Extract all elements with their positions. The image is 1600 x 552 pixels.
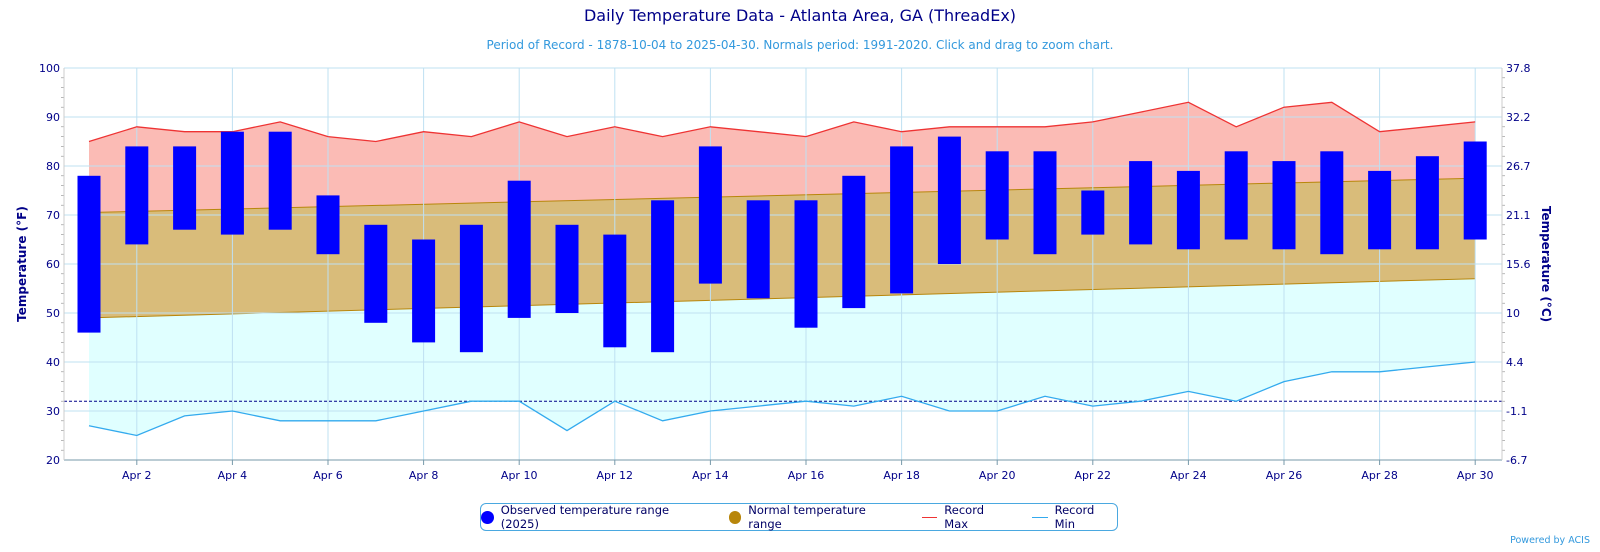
normal-range-band	[89, 178, 1476, 318]
x-tick-label: Apr 22	[1075, 469, 1112, 482]
x-tick-label: Apr 12	[597, 469, 634, 482]
observed-bar[interactable]	[412, 239, 436, 343]
observed-bar[interactable]	[1368, 170, 1392, 250]
record-min-line[interactable]	[88, 361, 1476, 437]
observed-bar[interactable]	[890, 146, 914, 294]
observed-bar[interactable]	[364, 224, 388, 323]
observed-bar[interactable]	[268, 131, 292, 230]
legend-item-record-max[interactable]: Record Max	[921, 503, 1010, 531]
y-tick-label-left: 90	[46, 111, 60, 124]
observed-bar[interactable]	[603, 234, 627, 348]
x-tick-label: Apr 2	[122, 469, 152, 482]
observed-bar[interactable]	[1463, 141, 1487, 240]
legend-swatch-record-min	[1031, 516, 1048, 518]
y-tick-label-left: 80	[46, 160, 60, 173]
axes: 20 30 40 50 60 70 80 90 100 -6.7 -1.1 4.4 10 15.6 21.1…	[39, 62, 1531, 482]
observed-bar[interactable]	[1320, 151, 1344, 255]
observed-bar[interactable]	[459, 224, 483, 353]
observed-bar[interactable]	[316, 195, 340, 255]
legend-item-normal[interactable]: Normal temperature range	[728, 503, 900, 531]
y-tick-label-right: 21.1	[1506, 209, 1531, 222]
chart-subtitle: Period of Record - 1878-10-04 to 2025-04…	[486, 38, 1114, 52]
y-tick-label-left: 60	[46, 258, 60, 271]
legend-label-record-max: Record Max	[944, 503, 985, 531]
x-tick-label: Apr 4	[218, 469, 248, 482]
observed-bar[interactable]	[1081, 190, 1105, 235]
observed-bar[interactable]	[173, 146, 197, 230]
y-tick-label-left: 20	[46, 454, 60, 467]
observed-bar[interactable]	[842, 175, 866, 309]
x-tick-label: Apr 20	[979, 469, 1016, 482]
x-tick-label: Apr 6	[313, 469, 343, 482]
observed-bar[interactable]	[698, 146, 722, 284]
y-tick-label-left: 40	[46, 356, 60, 369]
record-lines	[64, 101, 1502, 437]
observed-bar[interactable]	[746, 200, 770, 299]
x-tick-label: Apr 24	[1170, 469, 1207, 482]
observed-bar[interactable]	[1129, 161, 1153, 245]
observed-bars	[77, 131, 1487, 353]
x-tick-label: Apr 28	[1361, 469, 1398, 482]
normal-low-line	[88, 278, 1476, 319]
observed-bar[interactable]	[937, 136, 961, 264]
legend-item-observed[interactable]: Observed temperature range (2025)	[481, 503, 707, 531]
x-tick-label: Apr 26	[1266, 469, 1303, 482]
observed-bar[interactable]	[1272, 161, 1296, 250]
legend-label-normal: Normal temperature range	[748, 503, 866, 531]
y-tick-label-right: 4.4	[1506, 356, 1524, 369]
y-tick-label-left: 30	[46, 405, 60, 418]
legend-label-observed: Observed temperature range (2025)	[500, 503, 670, 531]
observed-bar[interactable]	[651, 200, 675, 353]
x-tick-label: Apr 10	[501, 469, 538, 482]
y-tick-label-left: 70	[46, 209, 60, 222]
y-tick-label-right: 37.8	[1506, 62, 1531, 75]
y-tick-label-right: 10	[1506, 307, 1520, 320]
y-tick-label-left: 50	[46, 307, 60, 320]
above-normal-area	[89, 102, 1476, 213]
chart-title: Daily Temperature Data - Atlanta Area, G…	[583, 6, 1017, 25]
observed-bar[interactable]	[985, 151, 1009, 240]
y-axis-label-right: Temperature (°C)	[1539, 206, 1553, 322]
area-fills	[88, 102, 1476, 436]
x-tick-label: Apr 30	[1457, 469, 1494, 482]
legend-swatch-normal	[728, 510, 742, 524]
observed-bar[interactable]	[507, 180, 531, 318]
y-axis-label-left: Temperature (°F)	[15, 206, 29, 322]
observed-bar[interactable]	[220, 131, 244, 235]
observed-bar[interactable]	[125, 146, 149, 245]
observed-bar[interactable]	[77, 175, 101, 333]
x-tick-label: Apr 14	[692, 469, 729, 482]
observed-bar[interactable]	[1224, 151, 1248, 240]
x-tick-label: Apr 16	[788, 469, 825, 482]
y-tick-label-right: -6.7	[1506, 454, 1527, 467]
x-tick-label: Apr 8	[409, 469, 439, 482]
credit-link[interactable]: Powered by ACIS	[1510, 535, 1590, 546]
observed-bar[interactable]	[1033, 151, 1057, 255]
below-normal-area	[89, 278, 1476, 436]
y-tick-label-right: 32.2	[1506, 111, 1531, 124]
observed-bar[interactable]	[1415, 156, 1439, 250]
record-max-line[interactable]	[88, 101, 1476, 143]
observed-bar[interactable]	[1176, 170, 1200, 250]
chart-plot[interactable]: 20 30 40 50 60 70 80 90 100 -6.7 -1.1 4.4 10 15.6 21.1…	[0, 0, 1600, 500]
legend-label-record-min: Record Min	[1054, 503, 1095, 531]
y-tick-label-right: -1.1	[1506, 405, 1527, 418]
y-tick-label-right: 26.7	[1506, 160, 1531, 173]
x-tick-label: Apr 18	[883, 469, 920, 482]
y-tick-label-right: 15.6	[1506, 258, 1531, 271]
legend-swatch-observed	[481, 510, 494, 524]
y-tick-label-left: 100	[39, 62, 60, 75]
legend-item-record-min[interactable]: Record Min	[1031, 503, 1117, 531]
observed-bar[interactable]	[794, 200, 818, 328]
legend-swatch-record-max	[921, 516, 938, 518]
observed-bar[interactable]	[555, 224, 579, 313]
chart-legend: Observed temperature range (2025) Normal…	[480, 503, 1118, 531]
